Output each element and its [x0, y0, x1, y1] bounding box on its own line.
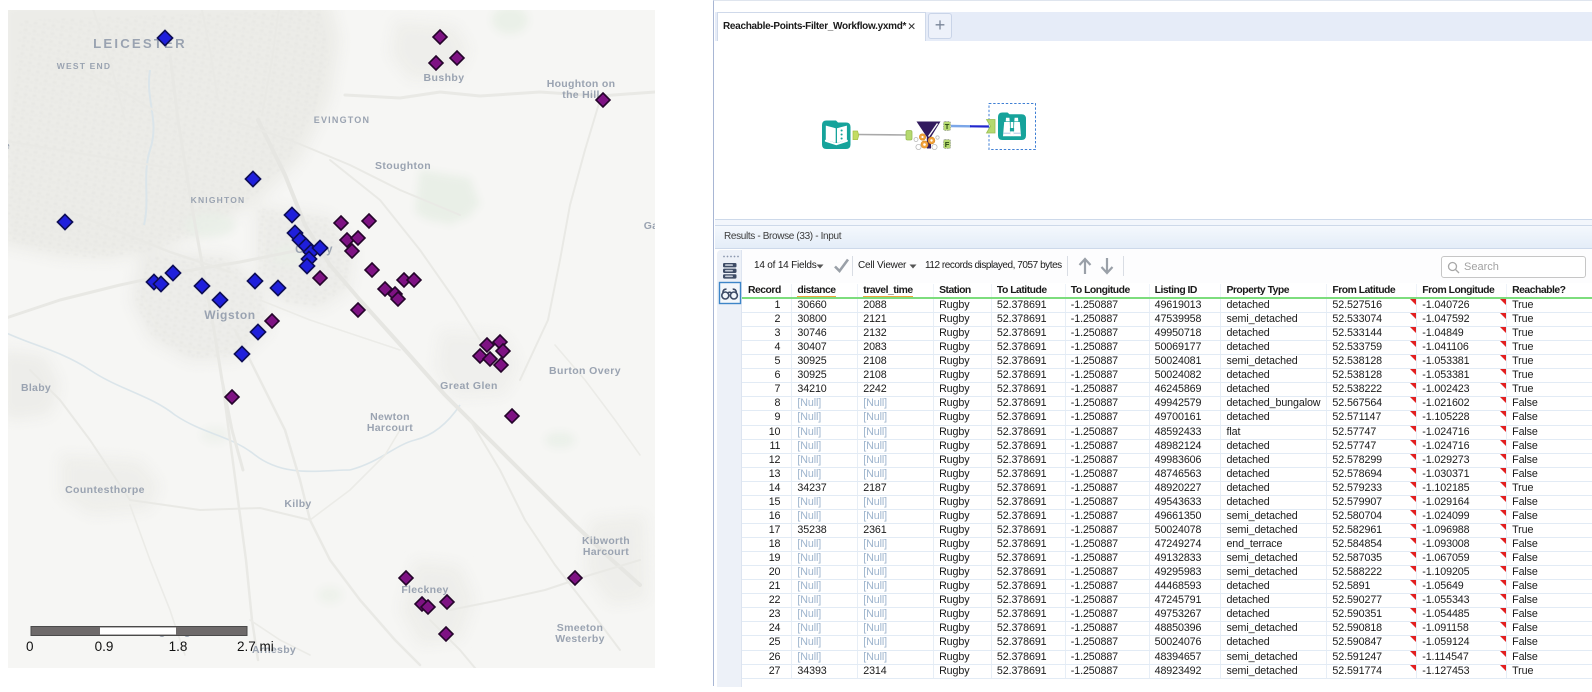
svg-text:0: 0: [26, 639, 34, 654]
svg-text:WEST END: WEST END: [57, 61, 111, 71]
svg-text:Wigston: Wigston: [204, 308, 255, 322]
svg-text:Harcourt: Harcourt: [367, 422, 413, 434]
svg-text:e: e: [8, 140, 10, 152]
svg-text:EVINGTON: EVINGTON: [314, 115, 370, 125]
svg-text:Blaby: Blaby: [21, 382, 51, 394]
svg-text:1.8: 1.8: [169, 639, 188, 654]
svg-text:Kilby: Kilby: [284, 498, 311, 510]
svg-text:Harcourt: Harcourt: [583, 546, 629, 558]
svg-text:Fleckney: Fleckney: [401, 584, 448, 596]
svg-text:Burton Overy: Burton Overy: [549, 365, 621, 377]
svg-text:KNIGHTON: KNIGHTON: [191, 195, 246, 205]
svg-text:Stoughton: Stoughton: [375, 160, 431, 172]
svg-text:0.9: 0.9: [95, 639, 114, 654]
svg-text:the Hill: the Hill: [562, 89, 599, 101]
svg-text:2.7 mi: 2.7 mi: [237, 639, 274, 654]
svg-text:Ga: Ga: [644, 220, 655, 232]
svg-text:Westerby: Westerby: [555, 633, 604, 645]
svg-text:Great Glen: Great Glen: [440, 380, 498, 392]
svg-text:T: T: [945, 122, 950, 131]
svg-text:Bushby: Bushby: [424, 72, 465, 84]
svg-text:Countesthorpe: Countesthorpe: [65, 484, 145, 496]
svg-text:F: F: [945, 140, 950, 149]
